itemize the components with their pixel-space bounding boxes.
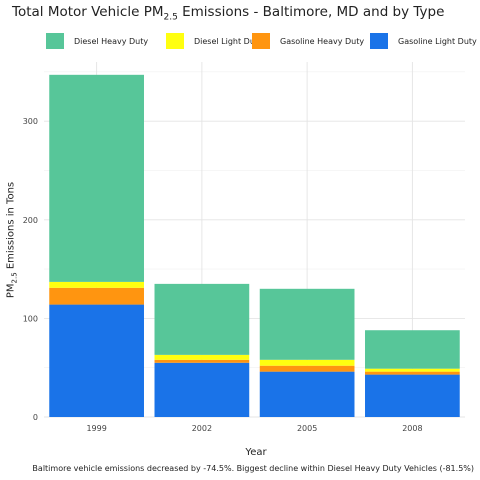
bar-diesel-heavy-duty-2008 xyxy=(365,330,460,369)
y-tick-label: 300 xyxy=(23,117,38,126)
bar-gasoline-heavy-duty-2008 xyxy=(365,371,460,375)
legend: Diesel Heavy Duty Diesel Light Duty Gasoli… xyxy=(0,32,480,52)
y-tick-label: 200 xyxy=(23,216,38,225)
legend-item: Gasoline Heavy Duty xyxy=(252,32,364,50)
bar-diesel-heavy-duty-1999 xyxy=(49,74,144,282)
bar-gasoline-light-duty-2002 xyxy=(154,362,250,417)
x-axis-label: Year xyxy=(245,447,267,458)
legend-label: Gasoline Heavy Duty xyxy=(280,36,365,46)
legend-key xyxy=(252,33,270,49)
bar-diesel-light-duty-2002 xyxy=(154,354,250,360)
bar-gasoline-light-duty-2008 xyxy=(365,374,460,417)
bar-gasoline-light-duty-1999 xyxy=(49,304,144,417)
bar-diesel-light-duty-1999 xyxy=(49,281,144,288)
y-tick-label: 0 xyxy=(33,413,38,422)
ylabel-suffix: Emissions in Tons xyxy=(5,181,17,273)
x-tick-label: 2005 xyxy=(297,424,317,433)
bar-gasoline-heavy-duty-2002 xyxy=(154,359,250,363)
legend-label: Diesel Light Duty xyxy=(194,36,263,46)
legend-label: Diesel Heavy Duty xyxy=(74,36,149,46)
title-suffix: Emissions - Baltimore, MD and by Type xyxy=(177,4,445,20)
x-tick-label: 2002 xyxy=(192,424,212,433)
legend-item: Gasoline Light Duty xyxy=(370,32,477,50)
y-axis-label: PM2.5 Emissions in Tons xyxy=(6,182,19,298)
x-tick-label: 1999 xyxy=(86,424,106,433)
x-tick-label: 2008 xyxy=(402,424,422,433)
legend-item: Diesel Heavy Duty xyxy=(46,32,148,50)
bar-gasoline-heavy-duty-1999 xyxy=(49,287,144,305)
legend-key xyxy=(166,33,184,49)
bar-diesel-light-duty-2005 xyxy=(259,359,355,366)
ylabel-prefix: PM xyxy=(5,283,17,299)
title-prefix: Total Motor Vehicle PM xyxy=(12,4,164,20)
chart-title: Total Motor Vehicle PM2.5 Emissions - Ba… xyxy=(12,4,444,23)
ylabel-subscript: 2.5 xyxy=(10,272,19,284)
bar-gasoline-light-duty-2005 xyxy=(259,371,355,417)
title-subscript: 2.5 xyxy=(163,12,178,23)
legend-label: Gasoline Light Duty xyxy=(398,36,477,46)
bar-diesel-heavy-duty-2002 xyxy=(154,283,250,355)
y-tick-label: 100 xyxy=(23,314,38,323)
legend-item: Diesel Light Duty xyxy=(166,32,263,50)
legend-key xyxy=(46,33,64,49)
bar-gasoline-heavy-duty-2005 xyxy=(259,365,355,372)
legend-key xyxy=(370,33,388,49)
bar-diesel-light-duty-2008 xyxy=(365,368,460,372)
caption: Baltimore vehicle emissions decreased by… xyxy=(32,464,474,473)
bar-diesel-heavy-duty-2005 xyxy=(259,288,355,360)
